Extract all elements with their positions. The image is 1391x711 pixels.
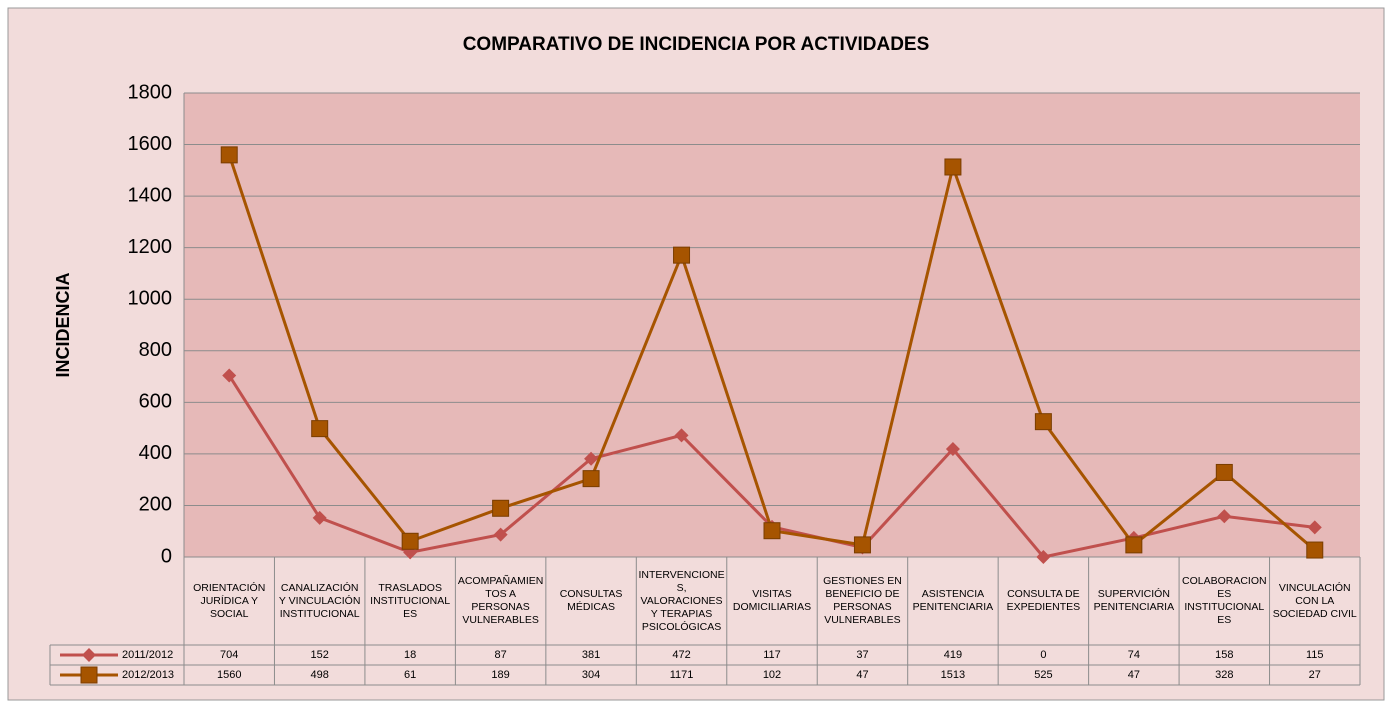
y-tick-label: 600 xyxy=(139,391,172,413)
table-value: 189 xyxy=(491,669,509,681)
legend-label: 2012/2013 xyxy=(122,669,174,681)
table-value: 47 xyxy=(856,669,868,681)
y-tick-label: 1600 xyxy=(128,133,173,155)
table-value: 304 xyxy=(582,669,600,681)
x-tick-label-box: VISITAS DOMICILIARIAS xyxy=(732,588,812,613)
table-value: 1560 xyxy=(217,669,241,681)
table-value: 27 xyxy=(1309,669,1321,681)
marker xyxy=(763,522,781,540)
table-value: 1513 xyxy=(941,669,965,681)
y-tick-label: 1200 xyxy=(128,236,173,258)
y-tick-label: 800 xyxy=(139,339,172,361)
x-tick-label-box: ASISTENCIA PENITENCIARIA xyxy=(912,588,994,613)
table-value: 87 xyxy=(494,649,506,661)
marker xyxy=(80,666,98,684)
table-value: 102 xyxy=(763,669,781,681)
x-tick-label-box: INTERVENCIONES, VALORACIONES Y TERAPIAS … xyxy=(638,568,725,633)
table-value: 152 xyxy=(311,649,329,661)
marker xyxy=(1036,550,1051,564)
y-tick-label: 1800 xyxy=(128,81,173,103)
x-tick-label-box: ORIENTACIÓN JURÍDICA Y SOCIAL xyxy=(193,581,266,620)
marker xyxy=(222,368,237,383)
table-value: 1171 xyxy=(670,669,694,681)
marker xyxy=(944,158,962,176)
x-tick-label-box: COLABORACIONES INSTITUCIONALES xyxy=(1181,575,1267,626)
marker xyxy=(311,420,329,438)
y-axis-label: INCIDENCIA xyxy=(53,272,73,377)
table-value: 0 xyxy=(1040,649,1046,661)
x-tick-label: VINCULACIÓN CON LA SOCIEDAD CIVIL xyxy=(1272,581,1357,620)
x-tick-label-box: GESTIONES EN BENEFICIO DE PERSONAS VULNE… xyxy=(823,575,902,626)
table-value: 115 xyxy=(1306,649,1324,661)
marker xyxy=(1034,413,1052,431)
x-tick-label: TRASLADOS INSTITUCIONALES xyxy=(370,581,451,620)
table-value: 117 xyxy=(763,649,781,661)
legend-label: 2011/2012 xyxy=(122,649,173,661)
marker xyxy=(1307,520,1322,535)
x-tick-label-box: TRASLADOS INSTITUCIONALES xyxy=(370,581,451,620)
y-tick-label: 200 xyxy=(139,494,172,516)
table-value: 472 xyxy=(672,649,690,661)
marker xyxy=(674,428,689,443)
marker xyxy=(1217,509,1232,524)
y-tick-label: 0 xyxy=(161,545,172,567)
x-tick-label: GESTIONES EN BENEFICIO DE PERSONAS VULNE… xyxy=(823,575,902,626)
y-tick-label: 400 xyxy=(139,442,172,464)
marker xyxy=(492,499,510,517)
y-tick-label: 1000 xyxy=(128,288,173,310)
x-tick-label: VISITAS DOMICILIARIAS xyxy=(732,588,812,613)
x-tick-label-box: CANALIZACIÓN Y VINCULACIÓN INSTITUCIONAL xyxy=(278,581,361,620)
marker xyxy=(1125,536,1143,554)
marker xyxy=(1306,541,1324,559)
table-value: 158 xyxy=(1215,649,1233,661)
plot-background xyxy=(184,93,1360,557)
marker xyxy=(493,527,508,542)
marker xyxy=(312,510,327,525)
y-tick-label: 1400 xyxy=(128,184,173,206)
table-value: 328 xyxy=(1215,669,1233,681)
table-value: 419 xyxy=(944,649,962,661)
x-tick-label: COLABORACIONES INSTITUCIONALES xyxy=(1181,575,1267,626)
marker xyxy=(584,451,599,466)
marker xyxy=(673,246,691,264)
x-tick-label: SUPERVICIÓN PENITENCIARIA xyxy=(1093,588,1175,613)
x-tick-label: ACOMPAÑAMIENTOS A PERSONAS VULNERABLES xyxy=(457,575,544,626)
marker xyxy=(945,441,960,456)
marker xyxy=(582,470,600,488)
x-tick-label-box: CONSULTAS MÉDICAS xyxy=(559,588,623,613)
marker xyxy=(82,648,96,662)
x-tick-label-box: CONSULTA DE EXPEDIENTES xyxy=(1006,588,1081,613)
x-tick-label: ORIENTACIÓN JURÍDICA Y SOCIAL xyxy=(193,581,266,620)
marker xyxy=(401,532,419,550)
table-value: 525 xyxy=(1034,669,1052,681)
marker xyxy=(853,536,871,554)
table-value: 61 xyxy=(404,669,416,681)
marker xyxy=(220,146,238,164)
x-tick-label: CONSULTAS MÉDICAS xyxy=(559,588,623,613)
table-value: 381 xyxy=(582,649,600,661)
x-tick-label-box: SUPERVICIÓN PENITENCIARIA xyxy=(1093,588,1175,613)
x-tick-label-box: ACOMPAÑAMIENTOS A PERSONAS VULNERABLES xyxy=(457,575,544,626)
table-value: 47 xyxy=(1128,669,1140,681)
x-tick-label: INTERVENCIONES, VALORACIONES Y TERAPIAS … xyxy=(638,568,725,633)
x-tick-label: CONSULTA DE EXPEDIENTES xyxy=(1006,588,1081,613)
x-tick-label: ASISTENCIA PENITENCIARIA xyxy=(912,588,994,613)
chart-title: COMPARATIVO DE INCIDENCIA POR ACTIVIDADE… xyxy=(463,34,930,55)
x-tick-label: CANALIZACIÓN Y VINCULACIÓN INSTITUCIONAL xyxy=(278,581,361,620)
x-tick-label-box: VINCULACIÓN CON LA SOCIEDAD CIVIL xyxy=(1272,581,1357,620)
table-value: 74 xyxy=(1128,649,1140,661)
marker xyxy=(1215,463,1233,481)
table-value: 37 xyxy=(856,649,868,661)
table-value: 704 xyxy=(220,649,238,661)
table-value: 498 xyxy=(311,669,329,681)
table-value: 18 xyxy=(404,649,416,661)
